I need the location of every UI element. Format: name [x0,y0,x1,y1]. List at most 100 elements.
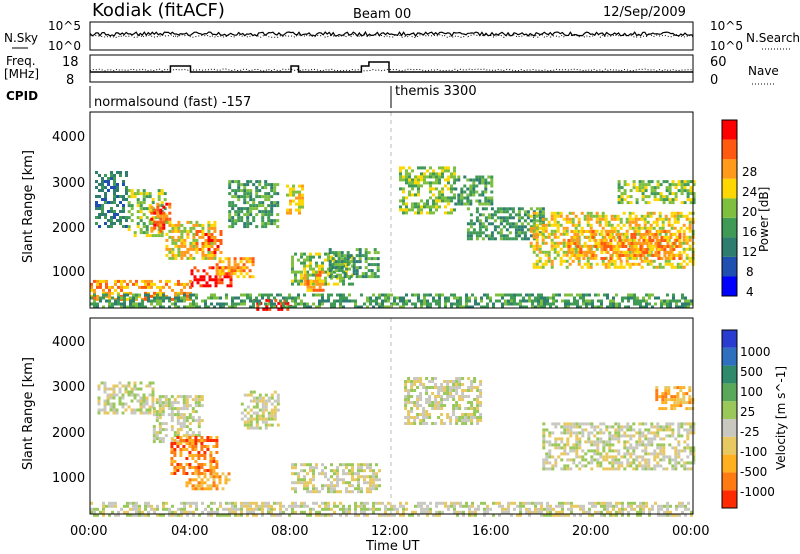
power-cell [315,288,319,292]
power-cell [116,195,119,198]
velocity-cell [458,407,462,410]
velocity-cell [148,393,152,397]
power-cell [98,207,101,210]
power-cell [486,296,489,300]
velocity-cell [215,451,219,454]
velocity-cell [437,401,441,404]
power-cell [309,273,312,277]
power-cell [249,195,253,199]
power-cell [634,250,638,254]
power-cell [450,190,453,194]
power-cell [95,186,98,189]
velocity-cell [611,434,615,438]
velocity-cell [188,454,192,457]
power-cell [192,241,196,245]
power-cell [236,275,240,279]
power-cell [618,242,622,245]
velocity-cell [572,458,576,462]
velocity-cell [333,484,336,488]
velocity-cell [647,443,651,447]
velocity-cell [185,407,189,411]
power-cell [444,211,447,215]
power-cell [361,272,365,276]
velocity-cell [431,422,435,425]
power-cell [177,299,180,303]
velocity-cell [689,461,693,465]
power-cell [95,216,98,219]
velocity-cell [584,440,588,444]
power-cell [649,223,653,227]
power-cell [201,247,205,251]
power-cell [576,299,579,303]
power-cell [104,201,107,204]
power-cell [156,202,160,206]
power-cell [402,175,405,179]
power-cell [125,171,128,174]
velocity-cell [614,458,618,462]
power-cell [685,247,689,251]
velocity-cell [342,469,345,473]
power-cell [300,270,303,274]
power-cell [573,242,577,245]
velocity-cell [393,507,396,511]
power-cell [564,299,567,303]
power-cell [116,204,119,207]
power-cell [529,214,533,218]
velocity-cell [182,401,186,405]
power-cell [579,296,582,300]
power-cell [640,214,644,218]
power-cell [573,302,576,306]
power-cell [219,242,223,245]
velocity-cell [443,398,447,401]
velocity-cell [197,395,201,399]
power-cell [469,225,473,229]
power-cell [490,222,494,226]
velocity-cell [151,381,155,385]
power-cell [622,232,626,236]
power-cell [475,231,479,235]
velocity-cell [676,392,680,396]
velocity-cell [673,386,677,390]
velocity-cell [638,461,642,465]
velocity-cell [165,501,168,505]
power-cell [183,285,186,289]
power-cell [366,296,369,300]
velocity-cell [689,431,693,435]
velocity-cell [599,422,603,426]
power-cell [291,282,294,286]
velocity-cell [422,383,426,386]
power-cell [328,260,332,264]
power-cell [574,226,578,230]
power-cell [610,217,614,221]
power-cell [171,256,175,260]
power-cell [174,253,178,257]
power-cell [453,172,456,176]
power-cell [245,272,249,276]
velocity-cell [668,428,672,432]
power-cell [159,285,162,289]
velocity-cell [560,437,564,441]
power-cell [95,195,98,198]
power-cell [282,302,285,306]
velocity-cell [200,481,204,485]
power-cell [546,296,549,300]
power-cell [145,234,149,238]
power-cell [567,305,570,309]
velocity-cell [542,464,546,468]
power-cell [301,202,304,206]
power-cell [228,225,232,229]
power-cell [205,281,209,285]
power-cell [668,192,672,196]
velocity-cell [123,504,126,508]
velocity-cell [459,504,462,508]
power-cell [469,199,473,203]
power-cell [627,299,630,303]
velocity-cell [179,422,183,426]
power-cell [352,257,356,261]
power-heatmap [90,166,696,311]
power-cell [243,192,247,196]
power-cell [273,305,276,309]
velocity-cell [572,425,576,429]
power-cell [534,296,537,300]
velocity-cell [647,452,651,456]
